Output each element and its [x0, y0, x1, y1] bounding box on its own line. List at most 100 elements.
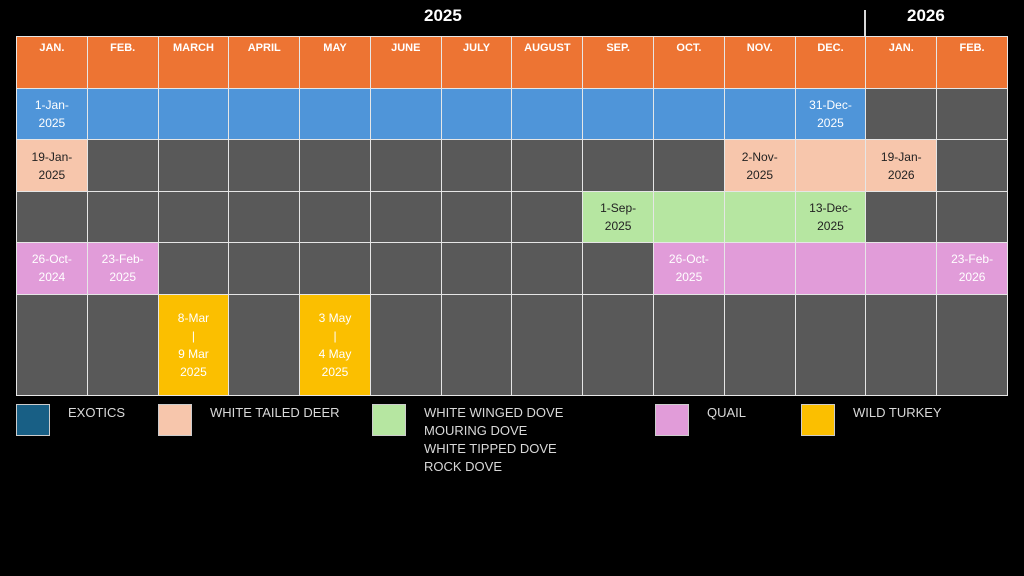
deer-end-date: 19-Jan-2026	[880, 149, 922, 182]
empty-cell	[936, 190, 1008, 244]
quail-start-cell: 26-Oct-2025	[653, 242, 725, 295]
empty-cell	[936, 87, 1008, 141]
year-divider	[864, 10, 866, 36]
turkey-period-1-cell: 8-Mar | 9 Mar 2025	[157, 293, 230, 397]
legend-dove: WHITE WINGED DOVE MOURING DOVE WHITE TIP…	[372, 404, 563, 476]
month-header: APRIL	[228, 36, 301, 89]
deer-swatch	[158, 404, 192, 436]
dove-cell	[723, 190, 796, 244]
exotics-cell	[582, 87, 655, 141]
deer-mid-date: 2-Nov-2025	[741, 149, 778, 182]
empty-cell	[299, 242, 371, 295]
turkey-period-1-separator: |	[191, 328, 196, 343]
empty-cell	[582, 242, 655, 295]
turkey-period-1-start: 8-Mar	[177, 310, 210, 325]
empty-cell	[369, 190, 442, 244]
month-header: DEC.	[794, 36, 867, 89]
exotics-cell	[86, 87, 159, 141]
dove-cell	[653, 190, 725, 244]
quail-cell	[794, 242, 867, 295]
deer-start-cell: 19-Jan-2025	[16, 139, 88, 192]
empty-cell	[299, 190, 371, 244]
empty-cell	[157, 139, 230, 192]
month-header: FEB.	[86, 36, 159, 89]
dove-end-cell: 13-Dec-2025	[794, 190, 867, 244]
exotics-cell	[440, 87, 513, 141]
dove-swatch	[372, 404, 406, 436]
dove-start-cell: 1-Sep-2025	[582, 190, 655, 244]
empty-cell	[299, 139, 371, 192]
exotics-end-cell: 31-Dec-2025	[794, 87, 867, 141]
empty-cell	[86, 293, 159, 397]
turkey-period-1-end: 9 Mar	[178, 346, 209, 361]
month-header: NOV.	[723, 36, 796, 89]
turkey-swatch	[801, 404, 835, 436]
legend-exotics: EXOTICS	[16, 404, 125, 436]
dove-end-date: 13-Dec-2025	[809, 200, 852, 233]
month-header: MAY	[299, 36, 371, 89]
empty-cell	[228, 242, 301, 295]
month-header: JAN.	[865, 36, 938, 89]
month-header: OCT.	[653, 36, 725, 89]
exotics-cell	[369, 87, 442, 141]
empty-cell	[511, 190, 584, 244]
empty-cell	[86, 139, 159, 192]
empty-cell	[16, 293, 88, 397]
empty-cell	[511, 139, 584, 192]
quail-cell	[865, 242, 938, 295]
exotics-cell	[653, 87, 725, 141]
empty-cell	[369, 242, 442, 295]
deer-mid-cell: 2-Nov-2025	[723, 139, 796, 192]
empty-cell	[157, 190, 230, 244]
empty-cell	[582, 293, 655, 397]
legend-quail-label: QUAIL	[707, 405, 747, 420]
dove-row: 1-Sep-2025 13-Dec-2025	[16, 190, 1008, 244]
turkey-period-2-year: 2025	[321, 364, 349, 379]
quail-end-date-1: 23-Feb-2025	[101, 252, 144, 285]
legend-turkey: WILD TURKEY	[801, 404, 942, 436]
year-2025-label: 2025	[424, 6, 462, 25]
empty-cell	[86, 190, 159, 244]
month-header: SEP.	[582, 36, 655, 89]
exotics-cell	[723, 87, 796, 141]
month-header: JUNE	[369, 36, 442, 89]
empty-cell	[369, 293, 442, 397]
empty-cell	[440, 190, 513, 244]
empty-cell	[936, 293, 1008, 397]
turkey-period-2-end: 4 May	[318, 346, 352, 361]
legend-exotics-label: EXOTICS	[68, 405, 126, 420]
month-header: AUGUST	[511, 36, 584, 89]
legend-deer-label: WHITE TAILED DEER	[210, 405, 340, 420]
month-header: FEB.	[936, 36, 1008, 89]
empty-cell	[440, 242, 513, 295]
empty-cell	[511, 242, 584, 295]
year-2026-label: 2026	[907, 6, 945, 25]
deer-start-date: 19-Jan-2025	[31, 149, 73, 182]
legend-turkey-label: WILD TURKEY	[853, 405, 942, 420]
empty-cell	[369, 139, 442, 192]
dove-start-date: 1-Sep-2025	[600, 200, 637, 233]
empty-cell	[865, 293, 938, 397]
legend-dove-labels: WHITE WINGED DOVE MOURING DOVE WHITE TIP…	[424, 404, 563, 476]
turkey-period-2-separator: |	[333, 328, 337, 343]
quail-end-cell: 23-Feb-2026	[936, 242, 1008, 295]
legend-quail: QUAIL	[655, 404, 746, 436]
turkey-period-2-cell: 3 May | 4 May 2025	[299, 293, 371, 397]
quail-swatch	[655, 404, 689, 436]
quail-start-date-1: 26-Oct-2024	[31, 252, 72, 285]
month-header: JAN.	[16, 36, 88, 89]
month-header: MARCH	[157, 36, 230, 89]
exotics-cell	[299, 87, 371, 141]
empty-cell	[582, 139, 655, 192]
month-header: JULY	[440, 36, 513, 89]
empty-cell	[440, 139, 513, 192]
turkey-period-2-start: 3 May	[318, 310, 352, 325]
empty-cell	[936, 139, 1008, 192]
legend-dove-label: MOURING DOVE	[424, 423, 528, 438]
quail-end-date-2: 23-Feb-2026	[951, 252, 994, 285]
exotics-cell	[157, 87, 230, 141]
empty-cell	[865, 87, 938, 141]
exotics-row: 1-Jan-2025 31-Dec-2025	[16, 87, 1008, 141]
quail-end-cell: 23-Feb-2025	[86, 242, 159, 295]
empty-cell	[511, 293, 584, 397]
